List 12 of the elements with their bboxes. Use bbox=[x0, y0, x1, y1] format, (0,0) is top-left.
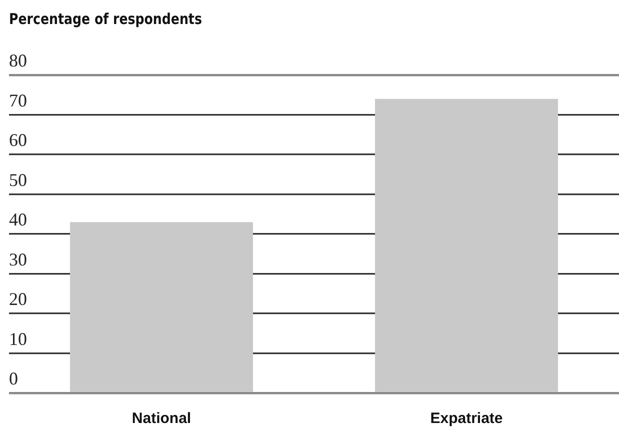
y-tick-label: 70 bbox=[9, 90, 27, 110]
y-tick-label: 0 bbox=[9, 368, 18, 389]
y-tick-label: 20 bbox=[9, 289, 27, 310]
y-tick-label: 80 bbox=[9, 50, 27, 71]
y-tick-label: 40 bbox=[9, 210, 27, 230]
x-tick-label: Expatriate bbox=[430, 410, 503, 428]
y-tick-label: 60 bbox=[9, 130, 27, 150]
y-tick-label: 50 bbox=[9, 170, 27, 190]
y-tick-label: 30 bbox=[9, 249, 27, 270]
y-axis-title: Percentage of respondents bbox=[9, 10, 202, 28]
y-tick-label: 10 bbox=[9, 328, 27, 349]
x-tick-label: National bbox=[132, 410, 192, 428]
